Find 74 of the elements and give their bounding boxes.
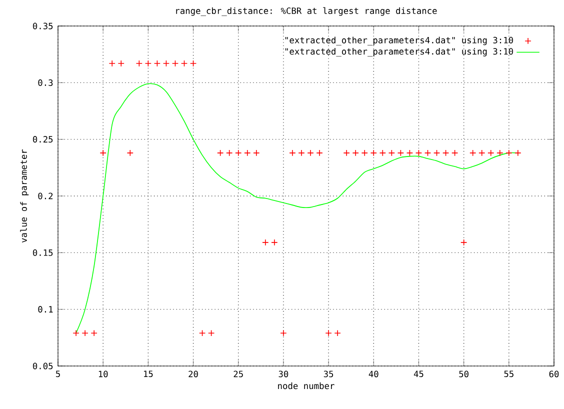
- x-tick-label: 15: [144, 370, 153, 378]
- point: [470, 150, 476, 156]
- x-axis-title: node number: [278, 382, 334, 390]
- y-tick-label: 0.2: [38, 192, 53, 200]
- point: [388, 150, 396, 156]
- point: [244, 150, 251, 156]
- point: [488, 150, 494, 156]
- point: [154, 60, 161, 67]
- x-tick-label: 10: [98, 370, 108, 378]
- point: [325, 330, 332, 336]
- point: [172, 60, 179, 67]
- legend-label: "extracted_other_parameters4.dat" using 3:10: [285, 36, 513, 46]
- point: [126, 150, 134, 156]
- point: [118, 60, 124, 67]
- point: [334, 330, 341, 336]
- point: [406, 150, 414, 156]
- point: [226, 150, 233, 156]
- point: [298, 150, 305, 156]
- point: [514, 150, 522, 156]
- x-tick-label: 35: [324, 370, 334, 378]
- point: [262, 239, 269, 246]
- point: [144, 60, 152, 67]
- point: [216, 150, 224, 156]
- point: [424, 150, 432, 156]
- y-tick-label: 0.3: [38, 79, 53, 86]
- point: [352, 150, 359, 156]
- point: [208, 330, 215, 336]
- point: [289, 150, 296, 156]
- y-tick-label: 0.25: [32, 136, 53, 143]
- point: [506, 150, 512, 156]
- point: [190, 60, 197, 67]
- point: [361, 150, 368, 156]
- y-tick-label: 0.15: [32, 249, 53, 256]
- point: [370, 150, 377, 156]
- point: [136, 60, 142, 67]
- point: [460, 239, 468, 246]
- x-tick-label: 25: [234, 370, 243, 378]
- x-tick-label: 30: [278, 370, 288, 378]
- legend-label: "extracted_other_parameters4.dat" using 3:10: [285, 48, 513, 57]
- point: [316, 150, 323, 156]
- point: [162, 60, 170, 67]
- chart-title: range_cbr_distance: %CBR at largest range distance: [176, 7, 437, 16]
- point: [307, 150, 314, 156]
- point: [72, 330, 80, 336]
- point: [198, 330, 206, 336]
- x-tick-label: 55: [504, 370, 514, 378]
- point: [478, 150, 486, 156]
- point: [496, 150, 504, 156]
- point: [180, 60, 188, 67]
- point: [415, 150, 422, 156]
- y-tick-label: 0.35: [32, 22, 53, 30]
- point: [451, 150, 458, 156]
- point: [271, 239, 278, 246]
- x-tick-label: 60: [549, 370, 559, 378]
- y-tick-label: 0.1: [38, 306, 53, 313]
- point: [235, 150, 242, 156]
- point: [433, 150, 440, 156]
- y-tick-label: 0.05: [32, 362, 53, 370]
- point: [442, 150, 450, 156]
- point: [280, 330, 287, 336]
- point: [100, 150, 106, 156]
- point: [397, 150, 404, 156]
- x-tick-label: 20: [188, 370, 198, 378]
- point: [82, 330, 88, 336]
- x-tick-label: 50: [459, 370, 468, 378]
- point: [253, 150, 260, 156]
- point: [379, 150, 386, 156]
- x-tick-label: 5: [56, 370, 60, 378]
- point: [90, 330, 98, 336]
- point: [343, 150, 350, 156]
- x-tick-label: 40: [368, 370, 378, 378]
- y-axis-title: value of parameter: [20, 149, 29, 243]
- x-tick-label: 45: [414, 370, 424, 378]
- point: [108, 60, 116, 67]
